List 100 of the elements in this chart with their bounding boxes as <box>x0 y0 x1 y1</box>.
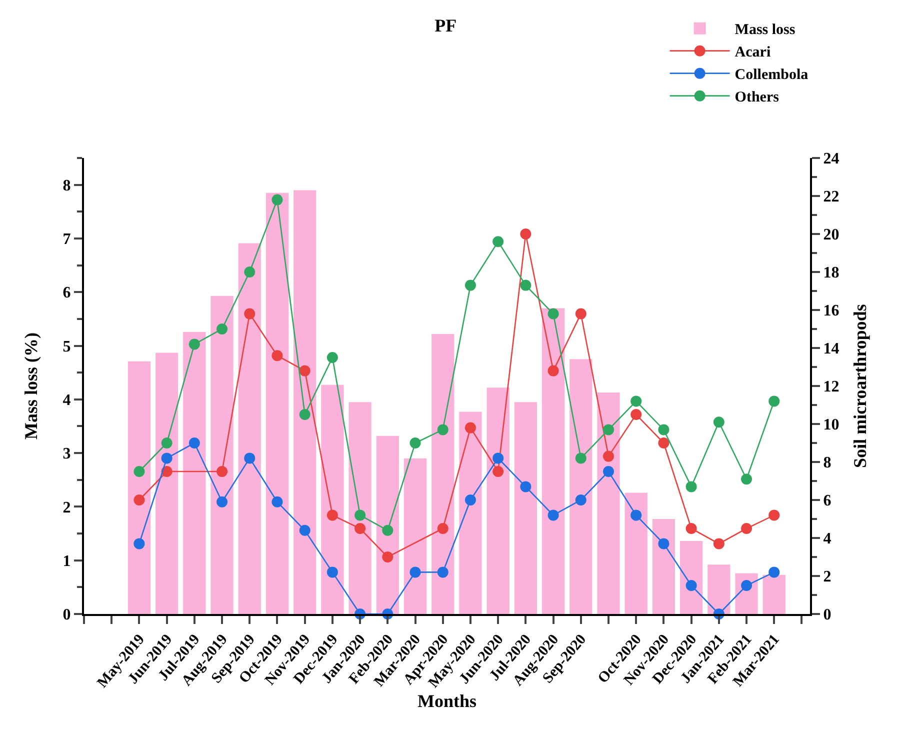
point <box>188 338 200 350</box>
point <box>464 494 476 506</box>
point <box>768 566 780 578</box>
point <box>492 452 504 464</box>
point <box>686 481 697 492</box>
point <box>492 466 504 477</box>
point <box>326 510 338 521</box>
point <box>437 566 448 578</box>
y-tick-label: 2 <box>62 499 71 516</box>
bar <box>432 334 454 614</box>
bar <box>597 392 620 614</box>
point <box>161 438 172 448</box>
point <box>575 494 586 506</box>
point <box>686 523 697 534</box>
bar <box>294 190 316 614</box>
y-tick-label: 7 <box>62 231 71 248</box>
point <box>299 524 310 536</box>
point <box>548 365 559 376</box>
point <box>741 523 752 534</box>
point <box>272 194 283 206</box>
point <box>464 422 476 434</box>
point <box>575 452 586 464</box>
bar <box>762 574 786 614</box>
point <box>410 438 421 448</box>
bar <box>156 352 178 614</box>
y2-axis-title: Soil microarthropods <box>850 304 870 468</box>
bar <box>266 192 289 614</box>
point <box>658 538 670 550</box>
bar <box>624 492 648 614</box>
point <box>188 438 200 448</box>
point <box>410 566 421 578</box>
bar <box>570 359 592 614</box>
chart-title: PF <box>434 15 457 36</box>
bar <box>183 332 206 614</box>
point <box>437 523 448 534</box>
y-tick-label: 4 <box>62 392 71 410</box>
point <box>464 280 476 291</box>
point <box>354 523 366 534</box>
bar <box>210 296 234 614</box>
point <box>768 396 780 407</box>
point <box>134 494 145 506</box>
point <box>161 452 172 464</box>
point <box>437 424 448 436</box>
y2-tick-label: 24 <box>823 150 840 168</box>
point <box>134 466 145 477</box>
bar <box>514 402 537 614</box>
point <box>244 452 256 464</box>
point <box>299 365 310 376</box>
point <box>216 324 228 334</box>
legend-label: Others <box>734 90 780 106</box>
point <box>382 552 394 562</box>
point <box>630 510 642 521</box>
y2-tick-label: 14 <box>823 340 840 358</box>
point <box>492 236 504 248</box>
point <box>602 466 614 477</box>
point <box>575 308 586 320</box>
point <box>630 409 642 420</box>
point <box>686 580 697 591</box>
bar <box>348 402 372 614</box>
y-tick-label: 3 <box>62 446 71 463</box>
point <box>713 416 724 428</box>
point <box>272 350 283 362</box>
point <box>768 510 780 521</box>
point <box>134 538 145 550</box>
y2-tick-label: 0 <box>823 606 832 624</box>
y2-tick-label: 18 <box>823 264 840 282</box>
point <box>741 580 752 591</box>
bar <box>128 361 151 614</box>
y2-tick-label: 16 <box>823 302 840 320</box>
point <box>244 308 256 320</box>
bar <box>404 458 427 614</box>
bar <box>376 436 399 614</box>
y2-tick-label: 2 <box>823 568 832 586</box>
legend-label: Collembola <box>734 67 809 84</box>
point <box>354 510 366 521</box>
point <box>272 496 283 508</box>
point <box>548 510 559 521</box>
y2-tick-label: 22 <box>823 188 840 206</box>
point <box>520 228 532 240</box>
y2-tick-label: 6 <box>823 492 832 510</box>
y-tick-label: 5 <box>62 338 71 356</box>
y2-tick-label: 12 <box>823 378 840 396</box>
point <box>602 424 614 436</box>
y-axis-title: Mass loss (%) <box>21 332 41 440</box>
point <box>658 424 670 436</box>
bar <box>459 412 482 614</box>
x-axis-title: Months <box>417 691 477 712</box>
legend-label: Mass loss <box>734 22 796 38</box>
y2-tick-label: 4 <box>823 530 832 548</box>
point <box>630 396 642 407</box>
point <box>382 524 394 536</box>
bar <box>680 541 703 614</box>
y-tick-label: 0 <box>62 606 71 624</box>
y-tick-label: 6 <box>62 284 71 302</box>
y-tick-label: 1 <box>62 552 71 570</box>
bar <box>238 243 261 614</box>
point <box>713 538 724 550</box>
point <box>326 352 338 363</box>
y2-tick-label: 20 <box>823 226 840 244</box>
bar <box>542 308 565 614</box>
